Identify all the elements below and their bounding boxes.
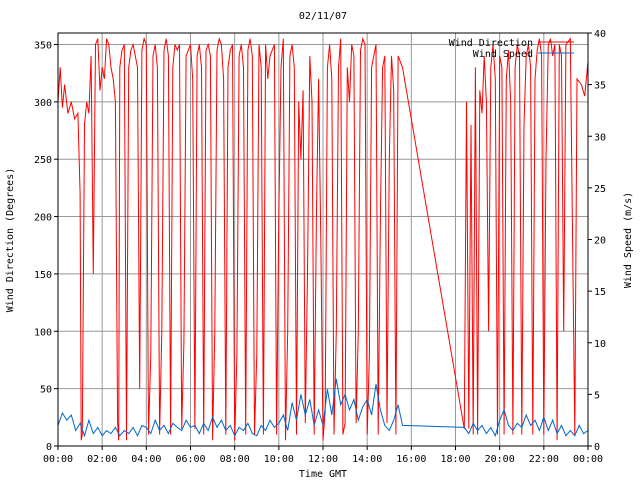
y-tick-label-right: 20 [594,236,606,247]
x-tick-label: 16:00 [396,454,426,465]
x-tick-label: 06:00 [175,454,205,465]
y-tick-label-right: 5 [594,390,600,401]
x-tick-label: 12:00 [308,454,338,465]
x-axis-label: Time GMT [299,469,347,480]
x-tick-label: 22:00 [529,454,559,465]
x-tick-label: 00:00 [573,454,603,465]
x-tick-label: 08:00 [220,454,250,465]
x-tick-label: 14:00 [352,454,382,465]
y-tick-label-left: 100 [34,327,52,338]
y-tick-label-right: 0 [594,442,600,453]
x-tick-label: 20:00 [485,454,515,465]
legend-label-wind-speed: Wind Speed [473,49,533,60]
y-tick-label-right: 35 [594,81,606,92]
y-tick-label-right: 10 [594,339,606,350]
x-tick-label: 18:00 [440,454,470,465]
x-tick-label: 00:00 [43,454,73,465]
legend-label-wind-direction: Wind Direction [449,38,533,49]
legend: Wind Direction Wind Speed [449,38,574,60]
y-tick-label-right: 25 [594,184,606,195]
series-layer [57,36,589,441]
y-tick-label-left: 0 [46,442,52,453]
x-tick-label: 10:00 [264,454,294,465]
x-tick-label: 04:00 [131,454,161,465]
series-line-wind-speed [57,378,589,438]
y-axis-label-left: Wind Direction (Degrees) [5,168,16,313]
y-tick-label-left: 250 [34,155,52,166]
y-tick-label-left: 150 [34,270,52,281]
series-line-wind-direction [57,36,589,441]
y-tick-label-left: 300 [34,98,52,109]
y-tick-label-right: 30 [594,132,606,143]
y-tick-label-right: 40 [594,29,606,40]
y-axis-label-right: Wind Speed (m/s) [623,192,634,288]
y-tick-label-left: 50 [40,385,52,396]
axes-layer: 00:00 02:00 04:00 06:00 08:00 10:00 12:00 14:00… [34,29,606,465]
y-tick-label-left: 200 [34,213,52,224]
y-tick-label-left: 350 [34,40,52,51]
chart-title: 02/11/07 [299,11,347,22]
x-tick-label: 02:00 [87,454,117,465]
y-tick-label-right: 15 [594,287,606,298]
